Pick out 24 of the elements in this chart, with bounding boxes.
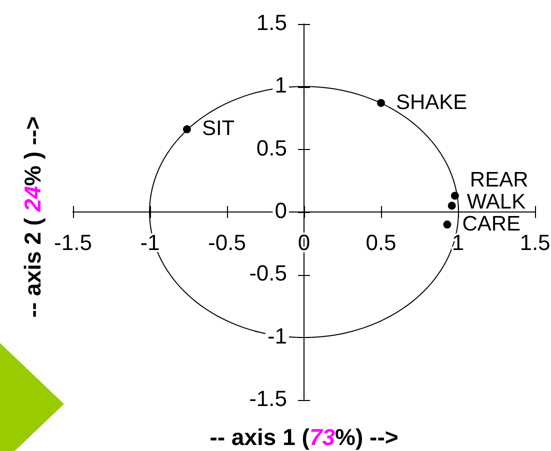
y-tick-label: 1.5 [256, 10, 287, 36]
point [450, 192, 459, 200]
x-tick-label: 0.5 [366, 230, 396, 256]
y-tick-label: 0 [274, 198, 287, 224]
y-tick-label: -1 [267, 323, 287, 348]
point [377, 98, 385, 107]
x-tick-label: 1.5 [520, 230, 550, 256]
annotation: REAR [470, 168, 528, 192]
y-tick-label: 0.5 [256, 135, 287, 160]
x-tick-label: -1.5 [54, 230, 92, 256]
annotation: SHAKE [396, 90, 468, 114]
point [448, 202, 456, 210]
x-axis-title: -- axis 1 (73%) --> [210, 424, 398, 450]
x-tick-label: 1 [452, 230, 464, 256]
annotation: CARE [462, 212, 521, 236]
x-tick-label: -0.5 [208, 230, 246, 256]
annotation: SIT [202, 117, 235, 140]
point [182, 125, 191, 134]
y-tick-label: 1 [274, 72, 287, 98]
annotation: WALK [466, 190, 526, 214]
y-axis-title: -- axis 2 ( 24% ) --> [20, 116, 46, 318]
y-tick-label: -1.5 [249, 386, 287, 412]
point [443, 220, 452, 229]
y-tick-label: -0.5 [249, 260, 287, 286]
